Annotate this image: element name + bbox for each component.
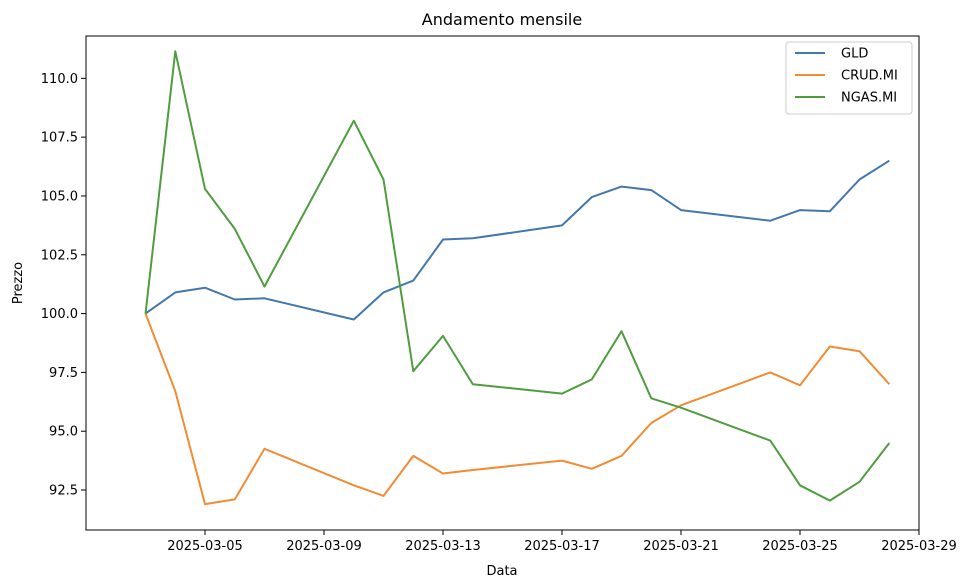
series-lines (144, 50, 891, 506)
series-line-ngas-mi (144, 50, 891, 502)
y-tick-label: 95.0 (49, 425, 78, 440)
x-tick-label: 2025-03-17 (524, 539, 600, 554)
y-axis: 92.5 95.0 97.5 100.0 102.5 105.0 107.5 110.0 (41, 72, 86, 499)
x-tick-label: 2025-03-13 (405, 539, 481, 554)
legend-label: NGAS.MI (841, 91, 897, 106)
y-tick-label: 97.5 (49, 366, 78, 381)
x-axis: 2025-03-05 2025-03-09 2025-03-13 2025-03-17… (167, 530, 957, 554)
legend: GLD CRUD.MI NGAS.MI (785, 41, 913, 115)
y-axis-title: Prezzo (11, 262, 26, 304)
y-tick-label: 102.5 (41, 248, 78, 263)
plot-area (85, 35, 920, 531)
x-axis-title: Data (486, 564, 517, 579)
y-tick-label: 92.5 (49, 484, 78, 499)
chart-title: Andamento mensile (422, 10, 582, 29)
x-tick-label: 2025-03-25 (762, 539, 838, 554)
series-line-crud-mi (144, 313, 891, 506)
legend-label: CRUD.MI (841, 69, 898, 84)
legend-label: GLD (841, 47, 868, 62)
y-tick-label: 100.0 (41, 307, 78, 322)
y-tick-label: 110.0 (41, 72, 78, 87)
y-tick-label: 105.0 (41, 189, 78, 204)
x-tick-label: 2025-03-29 (881, 539, 957, 554)
x-tick-label: 2025-03-05 (167, 539, 243, 554)
x-tick-label: 2025-03-09 (286, 539, 362, 554)
y-tick-label: 107.5 (41, 131, 78, 146)
series-line-gld (144, 159, 890, 321)
x-tick-label: 2025-03-21 (643, 539, 719, 554)
